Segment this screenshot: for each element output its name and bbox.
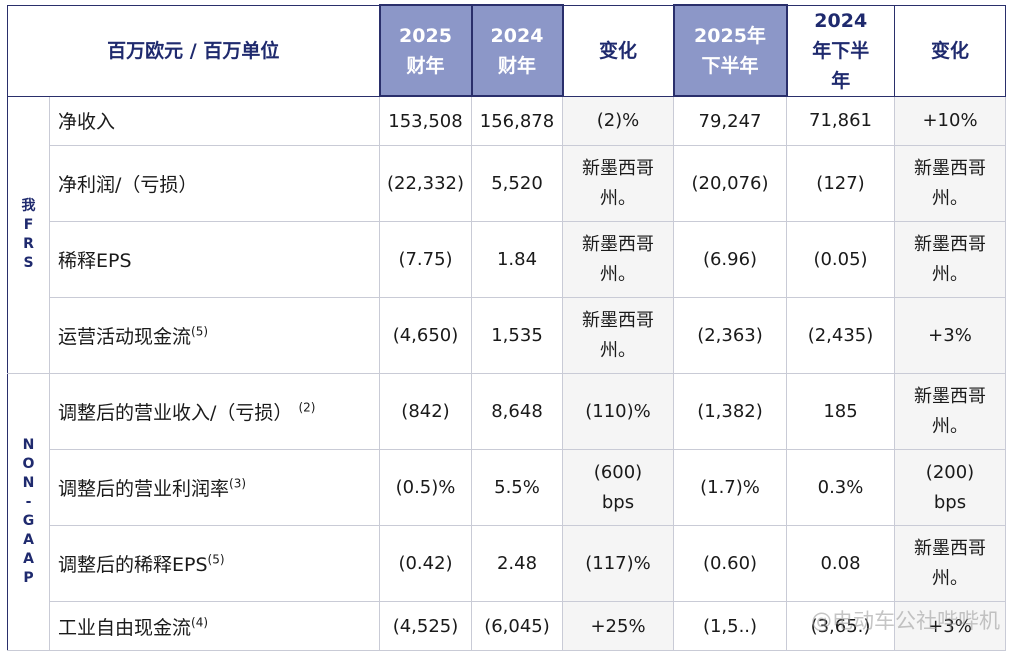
cell: (0.05)	[786, 221, 895, 298]
cell: 0.08	[786, 525, 895, 602]
cell: 新墨西哥州。	[894, 373, 1006, 450]
cell: (4,650)	[379, 297, 472, 374]
cell: 8,648	[471, 373, 563, 450]
row-label: 调整后的稀释EPS(5)	[49, 525, 380, 602]
cell: 新墨西哥州。	[562, 221, 674, 298]
watermark: @电动车公社哔哔机	[811, 609, 1000, 633]
cell: (2,435)	[786, 297, 895, 374]
cell: (0.5)%	[379, 449, 472, 526]
cell: (842)	[379, 373, 472, 450]
h2-2025-header: 2025年下半年	[672, 4, 788, 97]
cell: (110)%	[562, 373, 674, 450]
cell: 新墨西哥州。	[562, 145, 674, 222]
cell: 153,508	[379, 95, 472, 146]
cell: 5.5%	[471, 449, 563, 526]
row-label: 调整后的营业利润率(3)	[49, 449, 380, 526]
cell: 新墨西哥州。	[894, 525, 1006, 602]
table-row: 调整后的稀释EPS(5) (0.42) 2.48 (117)% (0.60) 0…	[8, 525, 1006, 602]
cell: (127)	[786, 145, 895, 222]
cell: (1,382)	[673, 373, 787, 450]
row-label: 净收入	[49, 95, 380, 146]
unit-header: 百万欧元 / 百万单位	[7, 4, 380, 97]
cell: (6,045)	[471, 601, 563, 651]
cell: 新墨西哥州。	[894, 145, 1006, 222]
row-label: 运营活动现金流(5)	[49, 297, 380, 374]
cell: +3%	[894, 601, 1006, 651]
fy2024-header: 2024财年	[470, 4, 564, 97]
cell: +10%	[894, 95, 1006, 146]
change-header: 变化	[562, 4, 674, 97]
cell: (22,332)	[379, 145, 472, 222]
table-row: 运营活动现金流(5) (4,650) 1,535 新墨西哥州。 (2,363) …	[8, 297, 1006, 374]
cell: +3%	[894, 297, 1006, 374]
cell: 71,861	[786, 95, 895, 146]
table-row: 调整后的营业利润率(3) (0.5)% 5.5% (600) bps (1.7)…	[8, 449, 1006, 526]
cell: (7.75)	[379, 221, 472, 298]
cell: (4,525)	[379, 601, 472, 651]
cell: 1.84	[471, 221, 563, 298]
cell: (2)%	[562, 95, 674, 146]
cell: 79,247	[673, 95, 787, 146]
cell: (200) bps	[894, 449, 1006, 526]
cell: 185	[786, 373, 895, 450]
row-label: 工业自由现金流(4)	[49, 601, 380, 651]
cell: 新墨西哥州。	[562, 297, 674, 374]
header-row: 百万欧元 / 百万单位 2025财年 2024财年 变化 2025年下半年 20…	[7, 4, 1006, 97]
cell: (0.42)	[379, 525, 472, 602]
cell: +25%	[562, 601, 674, 651]
change-h2-header: 变化	[894, 4, 1006, 97]
cell: (1,5..)	[673, 601, 787, 651]
table-row: 稀释EPS (7.75) 1.84 新墨西哥州。 (6.96) (0.05) 新…	[8, 221, 1006, 298]
cell: 新墨西哥州。	[894, 221, 1006, 298]
cell: (6.96)	[673, 221, 787, 298]
cell: (2,363)	[673, 297, 787, 374]
cell: (600) bps	[562, 449, 674, 526]
cell: (3,65.)	[786, 601, 895, 651]
row-label: 净利润/（亏损）	[49, 145, 380, 222]
fy2025-header: 2025财年	[378, 4, 473, 97]
row-label: 稀释EPS	[49, 221, 380, 298]
row-label: 调整后的营业收入/（亏损） (2)	[49, 373, 380, 450]
table-row: 工业自由现金流(4) (4,525) (6,045) +25% (1,5..) …	[8, 601, 1006, 651]
cell: 1,535	[471, 297, 563, 374]
cell: (1.7)%	[673, 449, 787, 526]
h2-2024-header: 2024年下半年	[786, 4, 895, 97]
cell: 156,878	[471, 95, 563, 146]
cell: (0.60)	[673, 525, 787, 602]
cell: 0.3%	[786, 449, 895, 526]
table-row: 净利润/（亏损） (22,332) 5,520 新墨西哥州。 (20,076) …	[8, 145, 1006, 222]
cell: (20,076)	[673, 145, 787, 222]
cell: (117)%	[562, 525, 674, 602]
cell: 2.48	[471, 525, 563, 602]
cell: 5,520	[471, 145, 563, 222]
financial-table: 百万欧元 / 百万单位 2025财年 2024财年 变化 2025年下半年 20…	[7, 4, 1006, 651]
